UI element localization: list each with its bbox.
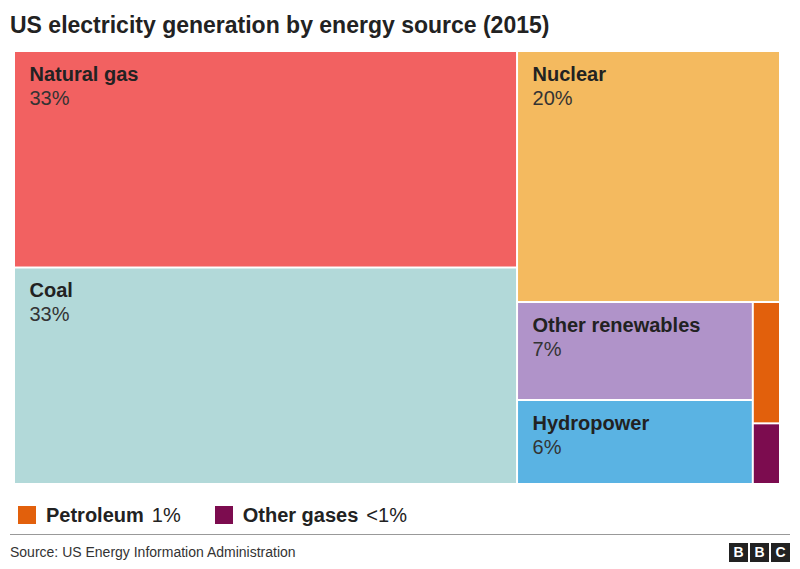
svg-text:6%: 6%: [533, 436, 562, 458]
svg-text:Hydropower: Hydropower: [533, 412, 650, 434]
svg-text:20%: 20%: [533, 87, 573, 109]
html-text:B: B: [733, 544, 744, 560]
svg-text:33%: 33%: [30, 87, 70, 109]
html-text:Source: US Energy Information: Source: US Energy Information Administra…: [10, 544, 296, 560]
svg-text:33%: 33%: [30, 303, 70, 325]
html-text:C: C: [775, 544, 786, 560]
html-text:Petroleum 1%: Petroleum 1%: [46, 503, 181, 526]
html-text:US electricity generation by e: US electricity generation by energy sour…: [10, 12, 550, 38]
html-text:B: B: [754, 544, 765, 560]
svg-text:Natural gas: Natural gas: [30, 63, 139, 85]
html-text:Other gases <1%: Other gases <1%: [242, 503, 407, 526]
svg-text:Coal: Coal: [30, 279, 73, 301]
svg-text:7%: 7%: [533, 338, 562, 360]
svg-text:Nuclear: Nuclear: [533, 63, 607, 85]
svg-text:Other renewables: Other renewables: [533, 314, 701, 336]
